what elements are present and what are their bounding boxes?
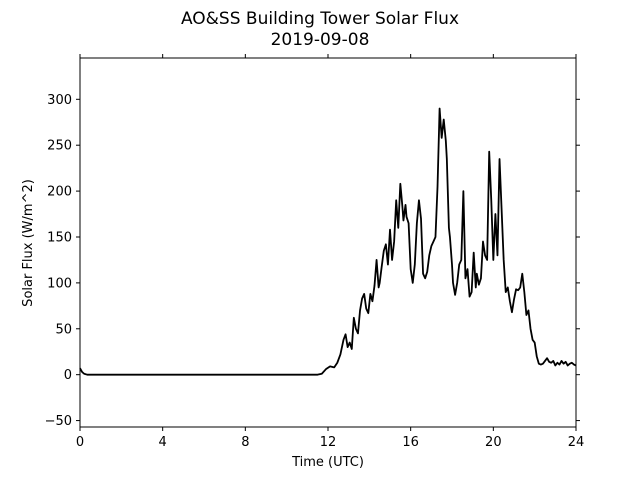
y-tick-label: −50 [45,414,72,429]
tick-marks [76,54,580,431]
y-tick-label: 0 [64,368,72,383]
y-tick-label: 100 [47,276,72,291]
x-tick-label: 16 [402,435,419,450]
x-tick-label: 0 [76,435,84,450]
x-tick-label: 24 [568,435,585,450]
series-layer [79,107,577,376]
y-tick-label: 300 [47,93,72,108]
x-tick-labels: 0 4 8 12 16 20 24 [76,435,584,450]
x-axis-label: Time (UTC) [291,455,364,470]
y-tick-label: 150 [47,230,72,245]
chart-title: AO&SS Building Tower Solar Flux [181,9,459,29]
y-tick-label: 200 [47,185,72,200]
plot-background [80,58,576,427]
x-tick-label: 12 [320,435,337,450]
x-tick-label: 4 [159,435,167,450]
y-tick-label: 250 [47,139,72,154]
x-tick-label: 8 [241,435,249,450]
y-tick-labels: −50 0 50 100 150 200 250 300 [45,93,72,429]
plot-area [80,58,576,427]
y-tick-label: 50 [55,322,72,337]
y-axis-label: Solar Flux (W/m^2) [21,179,36,307]
series-line-0 [79,107,577,376]
x-tick-label: 20 [485,435,502,450]
chart-subtitle: 2019-09-08 [271,30,370,50]
